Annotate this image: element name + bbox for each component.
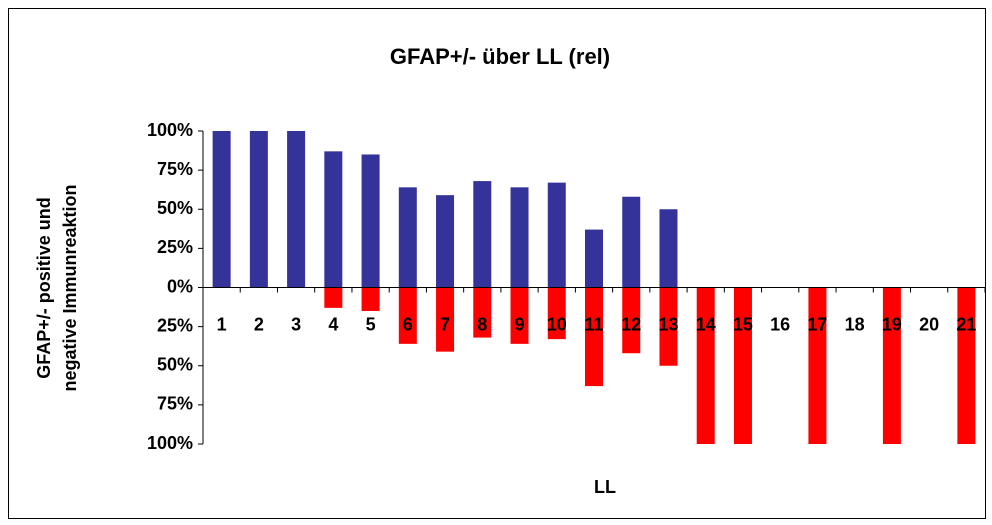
bar <box>808 287 827 444</box>
y-tick-label: 100% <box>147 120 193 140</box>
y-tick-label: 25% <box>157 315 193 335</box>
bar <box>957 287 976 444</box>
x-tick-label: 19 <box>882 314 902 334</box>
x-tick-label: 14 <box>696 314 716 334</box>
y-tick-label: 50% <box>157 198 193 218</box>
bar <box>622 196 641 288</box>
chart-title: GFAP+/- über LL (rel) <box>390 44 610 69</box>
x-tick-label: 3 <box>291 314 301 334</box>
x-tick-label: 4 <box>328 314 338 334</box>
y-tick-label: 100% <box>147 433 193 453</box>
y-tick-label: 0% <box>167 276 193 296</box>
bar <box>324 287 343 308</box>
x-tick-label: 1 <box>217 314 227 334</box>
bar <box>882 287 901 444</box>
bar <box>473 287 492 338</box>
bar <box>696 287 715 444</box>
y-axis-label-line: GFAP+/- positive und <box>34 197 54 379</box>
x-tick-label: 10 <box>547 314 567 334</box>
bar <box>436 287 455 352</box>
bar <box>547 182 566 288</box>
x-tick-label: 9 <box>515 314 525 334</box>
bar <box>585 287 603 387</box>
x-tick-label: 20 <box>919 314 939 334</box>
x-tick-label: 8 <box>477 314 487 334</box>
bar <box>361 287 380 311</box>
x-tick-label: 6 <box>403 314 413 334</box>
y-tick-label: 75% <box>157 394 193 414</box>
bar <box>659 209 678 288</box>
x-tick-label: 17 <box>807 314 827 334</box>
bar <box>361 154 380 288</box>
bar <box>398 287 417 344</box>
y-axis-label-line: negative Immunreaktion <box>60 184 80 391</box>
bar <box>287 131 306 288</box>
bar <box>510 187 529 288</box>
bar <box>659 287 678 366</box>
bar <box>733 287 752 444</box>
bar <box>324 151 343 288</box>
x-axis-label: LL <box>594 477 616 497</box>
x-tick-label: 7 <box>440 314 450 334</box>
x-tick-label: 13 <box>658 314 678 334</box>
x-tick-label: 18 <box>845 314 865 334</box>
x-tick-label: 2 <box>254 314 264 334</box>
bar <box>622 287 641 354</box>
x-tick-label: 21 <box>956 314 976 334</box>
bar <box>212 131 231 288</box>
x-tick-label: 12 <box>621 314 641 334</box>
bar <box>436 195 455 288</box>
y-tick-label: 50% <box>157 355 193 375</box>
y-tick-label: 25% <box>157 237 193 257</box>
x-tick-label: 5 <box>366 314 376 334</box>
x-tick-label: 16 <box>770 314 790 334</box>
y-tick-label: 75% <box>157 159 193 179</box>
bar <box>398 187 417 288</box>
bar <box>585 229 603 288</box>
bar <box>473 181 492 288</box>
y-axis-label: GFAP+/- positive und negative Immunreakt… <box>34 184 80 391</box>
x-tick-label: 11 <box>584 314 603 334</box>
bar <box>249 131 268 288</box>
bar <box>510 287 529 344</box>
bar <box>547 287 566 340</box>
x-tick-label: 15 <box>733 314 753 334</box>
